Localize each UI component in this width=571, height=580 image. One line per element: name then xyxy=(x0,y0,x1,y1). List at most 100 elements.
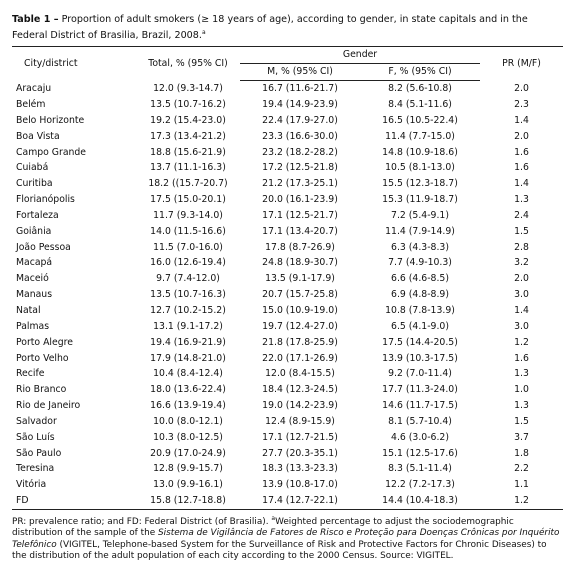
cell-pr: 3.0 xyxy=(514,289,529,301)
cell-female: 7.2 (5.4-9.1) xyxy=(391,209,449,221)
table-row: Florianópolis 17.5 (15.0-20.1) 20.0 (16.1-… xyxy=(12,192,563,208)
header-gender: Gender xyxy=(240,46,481,65)
cell-female: 9.2 (7.0-11.4) xyxy=(388,368,452,380)
cell-city: São Luís xyxy=(16,431,55,443)
cell-total: 17.9 (14.8-21.0) xyxy=(150,352,226,364)
footnote-text: (VIGITEL, Telephone-based System for the… xyxy=(12,539,547,562)
cell-male: 12.0 (8.4-15.5) xyxy=(265,368,335,380)
table-row: Vitória 13.0 (9.9-16.1) 13.9 (10.8-17.0) 12… xyxy=(12,477,563,493)
cell-total: 13.5 (10.7-16.3) xyxy=(150,289,226,301)
table-row: João Pessoa 11.5 (7.0-16.0) 17.8 (8.7-26.9… xyxy=(12,240,563,256)
cell-male: 22.0 (17.1-26.9) xyxy=(262,352,338,364)
cell-male: 18.4 (12.3-24.5) xyxy=(262,384,338,396)
cell-pr: 2.8 xyxy=(514,241,529,253)
table-row: Goiânia 14.0 (11.5-16.6) 17.1 (13.4-20.7) 1… xyxy=(12,224,563,240)
cell-pr: 2.4 xyxy=(514,209,529,221)
table-row: FD 15.8 (12.7-18.8) 17.4 (12.7-22.1) 14.4 (… xyxy=(12,493,564,510)
table-row: Fortaleza 11.7 (9.3-14.0) 17.1 (12.5-21.7)… xyxy=(12,208,563,224)
cell-total: 11.7 (9.3-14.0) xyxy=(153,209,223,221)
cell-pr: 1.3 xyxy=(514,400,529,412)
footnote-sup: a xyxy=(271,514,276,522)
cell-female: 15.3 (11.9-18.7) xyxy=(382,194,458,206)
cell-male: 19.4 (14.9-23.9) xyxy=(262,99,338,111)
cell-male: 27.7 (20.3-35.1) xyxy=(262,447,338,459)
cell-city: Porto Velho xyxy=(16,352,69,364)
table-row: Maceió 9.7 (7.4-12.0) 13.5 (9.1-17.9) 6.6 (… xyxy=(12,271,563,287)
footnote: PR: prevalence ratio; and FD: Federal Di… xyxy=(12,513,563,563)
table-row: Curitiba 18.2 ((15.7-20.7) 21.2 (17.3-25.1… xyxy=(12,176,563,192)
cell-city: Rio Branco xyxy=(16,384,67,396)
cell-female: 8.3 (5.1-11.4) xyxy=(388,463,452,475)
cell-male: 16.7 (11.6-21.7) xyxy=(262,83,338,95)
cell-pr: 3.0 xyxy=(514,320,529,332)
cell-female: 4.6 (3.0-6.2) xyxy=(391,431,449,443)
cell-city: Salvador xyxy=(16,415,57,427)
table-row: São Luís 10.3 (8.0-12.5) 17.1 (12.7-21.5) 4… xyxy=(12,430,563,446)
cell-total: 13.1 (9.1-17.2) xyxy=(153,320,223,332)
table-row: Porto Velho 17.9 (14.8-21.0) 22.0 (17.1-26… xyxy=(12,351,563,367)
cell-total: 12.8 (9.9-15.7) xyxy=(153,463,223,475)
cell-pr: 2.2 xyxy=(514,463,529,475)
header-city: City/district xyxy=(12,46,136,81)
table-row: Teresina 12.8 (9.9-15.7) 18.3 (13.3-23.3) 8… xyxy=(12,461,563,477)
cell-total: 13.0 (9.9-16.1) xyxy=(153,479,223,491)
cell-city: Maceió xyxy=(16,273,49,285)
cell-pr: 1.4 xyxy=(514,305,529,316)
cell-male: 21.2 (17.3-25.1) xyxy=(262,178,338,190)
cell-total: 19.2 (15.4-23.0) xyxy=(150,114,226,126)
cell-female: 8.1 (5.7-10.4) xyxy=(388,415,452,427)
table-row: Cuiabá 13.7 (11.1-16.3) 17.2 (12.5-21.8) 10… xyxy=(12,160,563,176)
table-row: Belo Horizonte 19.2 (15.4-23.0) 22.4 (17.9… xyxy=(12,113,563,129)
cell-total: 16.0 (12.6-19.4) xyxy=(150,257,226,269)
table-row: Palmas 13.1 (9.1-17.2) 19.7 (12.4-27.0) 6.5… xyxy=(12,319,563,335)
cell-male: 20.7 (15.7-25.8) xyxy=(262,289,338,301)
cell-male: 18.3 (13.3-23.3) xyxy=(262,463,338,475)
title-label: Table 1 – xyxy=(12,14,59,25)
cell-total: 16.6 (13.9-19.4) xyxy=(150,400,226,412)
cell-pr: 1.6 xyxy=(514,162,529,174)
cell-male: 17.1 (13.4-20.7) xyxy=(262,225,338,237)
cell-pr: 3.2 xyxy=(514,257,529,269)
cell-city: Boa Vista xyxy=(16,130,60,142)
cell-pr: 1.6 xyxy=(514,146,529,158)
cell-total: 20.9 (17.0-24.9) xyxy=(150,447,226,459)
cell-male: 20.0 (16.1-23.9) xyxy=(262,194,338,206)
table-row: Porto Alegre 19.4 (16.9-21.9) 21.8 (17.8-2… xyxy=(12,335,563,351)
cell-female: 15.1 (12.5-17.6) xyxy=(382,447,458,459)
cell-male: 17.1 (12.5-21.7) xyxy=(262,209,338,221)
title-sup: a xyxy=(201,28,206,36)
cell-total: 18.2 ((15.7-20.7) xyxy=(148,178,228,190)
cell-male: 13.5 (9.1-17.9) xyxy=(265,273,335,285)
cell-male: 19.0 (14.2-23.9) xyxy=(262,400,338,412)
footnote-italic: Sistema de Vigilância de Fatores de Risc… xyxy=(12,528,560,550)
cell-total: 18.0 (13.6-22.4) xyxy=(150,384,226,396)
table-row: Salvador 10.0 (8.0-12.1) 12.4 (8.9-15.9) 8.… xyxy=(12,414,563,430)
document: Table 1 – Proportion of adult smokers (≥… xyxy=(12,14,564,563)
table-row: São Paulo 20.9 (17.0-24.9) 27.7 (20.3-35.1… xyxy=(12,446,563,462)
cell-male: 17.8 (8.7-26.9) xyxy=(265,241,335,253)
cell-female: 8.4 (5.1-11.6) xyxy=(388,99,452,111)
cell-total: 12.7 (10.2-15.2) xyxy=(150,305,226,316)
cell-city: Belo Horizonte xyxy=(16,114,85,126)
cell-male: 22.4 (17.9-27.0) xyxy=(262,114,338,126)
header-pr: PR (M/F) xyxy=(480,46,564,81)
table-row: Campo Grande 18.8 (15.6-21.9) 23.2 (18.2-2… xyxy=(12,145,563,161)
footnote-text: Weighted percentage to adjust the sociod… xyxy=(12,516,514,539)
table-row: Recife 10.4 (8.4-12.4) 12.0 (8.4-15.5) 9.2 … xyxy=(12,366,563,382)
cell-pr: 1.0 xyxy=(514,384,529,396)
cell-city: Teresina xyxy=(16,463,55,475)
cell-city: FD xyxy=(12,493,136,510)
cell-pr: 2.0 xyxy=(514,273,529,285)
cell-male: 17.2 (12.5-21.8) xyxy=(262,162,338,174)
cell-male: 19.7 (12.4-27.0) xyxy=(262,320,338,332)
cell-city: João Pessoa xyxy=(16,241,71,253)
cell-total: 15.8 (12.7-18.8) xyxy=(136,493,240,510)
table-row: Rio de Janeiro 16.6 (13.9-19.4) 19.0 (14.2… xyxy=(12,398,563,414)
table-row: Belém 13.5 (10.7-16.2) 19.4 (14.9-23.9) 8.4… xyxy=(12,97,563,113)
cell-city: Goiânia xyxy=(16,225,52,237)
footnote-intro: PR: prevalence ratio; and FD: Federal Di… xyxy=(12,516,272,527)
cell-male: 17.4 (12.7-22.1) xyxy=(240,493,360,510)
cell-pr: 1.5 xyxy=(514,225,529,237)
table-row: Rio Branco 18.0 (13.6-22.4) 18.4 (12.3-24.… xyxy=(12,382,563,398)
